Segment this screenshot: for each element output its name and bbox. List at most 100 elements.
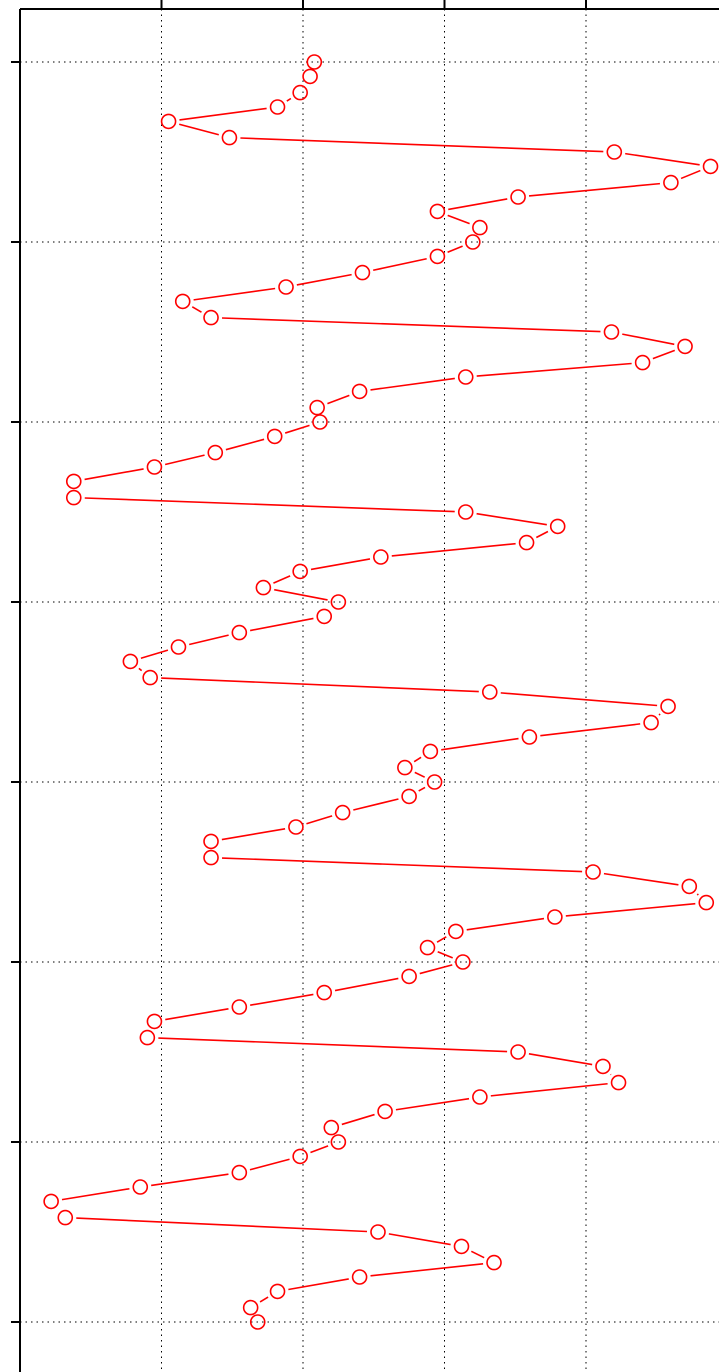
data-point (139, 1029, 156, 1046)
data-point (521, 729, 538, 745)
series-line-segment (189, 634, 229, 646)
series-line-segment (441, 737, 519, 751)
series-line-segment (165, 1008, 229, 1021)
data-point (634, 354, 651, 371)
data-point (610, 1074, 627, 1091)
data-series (43, 54, 719, 1330)
data-point (448, 923, 464, 940)
series-line-segment (274, 588, 328, 601)
series-line-segment (370, 377, 455, 391)
data-point (330, 1134, 347, 1150)
series-line-segment (395, 1097, 470, 1111)
series-line-segment (76, 1217, 368, 1233)
series-line-segment (413, 756, 422, 763)
data-point (373, 549, 389, 565)
series-line-segment (437, 951, 454, 959)
data-point (203, 833, 219, 850)
series-line-segment (178, 123, 219, 136)
data-point (174, 293, 191, 310)
data-point (377, 1103, 393, 1120)
series-line-segment (286, 97, 292, 102)
data-point (221, 129, 238, 146)
series-line-segment (151, 1173, 229, 1187)
series-line-segment (535, 530, 549, 539)
series-line-segment (466, 917, 545, 931)
data-point (242, 1299, 259, 1316)
data-point (122, 653, 139, 670)
data-point (606, 144, 623, 160)
series-line-segment (476, 512, 547, 526)
series-line-segment (658, 713, 661, 716)
series-line-segment (448, 198, 508, 211)
series-line-segment (138, 667, 143, 672)
series-line-segment (528, 182, 661, 197)
data-point (401, 788, 417, 805)
series-line-segment (284, 424, 310, 434)
data-point (316, 608, 333, 625)
series-line-segment (225, 438, 265, 451)
data-point (472, 1089, 488, 1105)
series-line-segment (373, 257, 427, 272)
data-point (43, 1193, 59, 1210)
data-point (397, 759, 413, 776)
data-point (354, 264, 371, 281)
data-point (334, 804, 351, 821)
series-line-segment (164, 454, 205, 466)
grid-lines (20, 9, 719, 1372)
data-point (65, 489, 82, 506)
series-line-segment (341, 1113, 375, 1126)
data-point (132, 1179, 149, 1195)
data-point (316, 984, 333, 1001)
series-line-segment (158, 1037, 508, 1053)
data-point (419, 939, 436, 956)
data-point (203, 309, 219, 326)
data-point (457, 504, 474, 520)
series-line-segment (221, 317, 601, 333)
series-line-segment (447, 245, 463, 253)
data-point (426, 774, 443, 790)
data-point (455, 954, 471, 970)
data-point (142, 669, 158, 686)
data-point (510, 1044, 526, 1060)
series-line-segment (310, 558, 371, 571)
series-line-segment (240, 137, 604, 153)
data-point (269, 1283, 286, 1300)
series-line-segment (680, 169, 701, 180)
series-line-segment (334, 977, 399, 992)
data-point (57, 1209, 74, 1226)
data-point (422, 743, 439, 760)
series-line-segment (528, 1053, 593, 1066)
series-line-segment (61, 1187, 130, 1201)
series-line-segment (140, 649, 169, 660)
data-point (170, 639, 187, 655)
data-point (146, 1013, 163, 1030)
series-line-segment (490, 1082, 608, 1097)
data-point (510, 189, 526, 205)
series-line-segment (310, 1145, 329, 1154)
series-line-segment (221, 857, 583, 873)
data-point (160, 113, 177, 130)
data-point (585, 864, 601, 880)
series-line-segment (391, 542, 516, 557)
data-point (481, 684, 498, 700)
data-point (330, 594, 347, 610)
data-point (429, 248, 446, 265)
data-point (278, 279, 294, 295)
data-point (207, 444, 224, 461)
data-point (203, 849, 219, 866)
data-point (486, 1254, 502, 1271)
data-point (269, 99, 286, 115)
series-line-segment (84, 468, 144, 481)
series-line-segment (476, 362, 632, 377)
data-point (643, 714, 659, 731)
data-point (292, 1148, 308, 1165)
series-line-segment (696, 893, 699, 896)
series-line-segment (249, 1158, 290, 1171)
data-point (249, 1314, 266, 1330)
series-line-segment (353, 798, 399, 811)
series-line-segment (179, 107, 267, 121)
series-line-segment (370, 1262, 484, 1277)
series-line-segment (250, 993, 314, 1006)
data-point (266, 428, 283, 445)
series-line-segment (273, 575, 291, 584)
